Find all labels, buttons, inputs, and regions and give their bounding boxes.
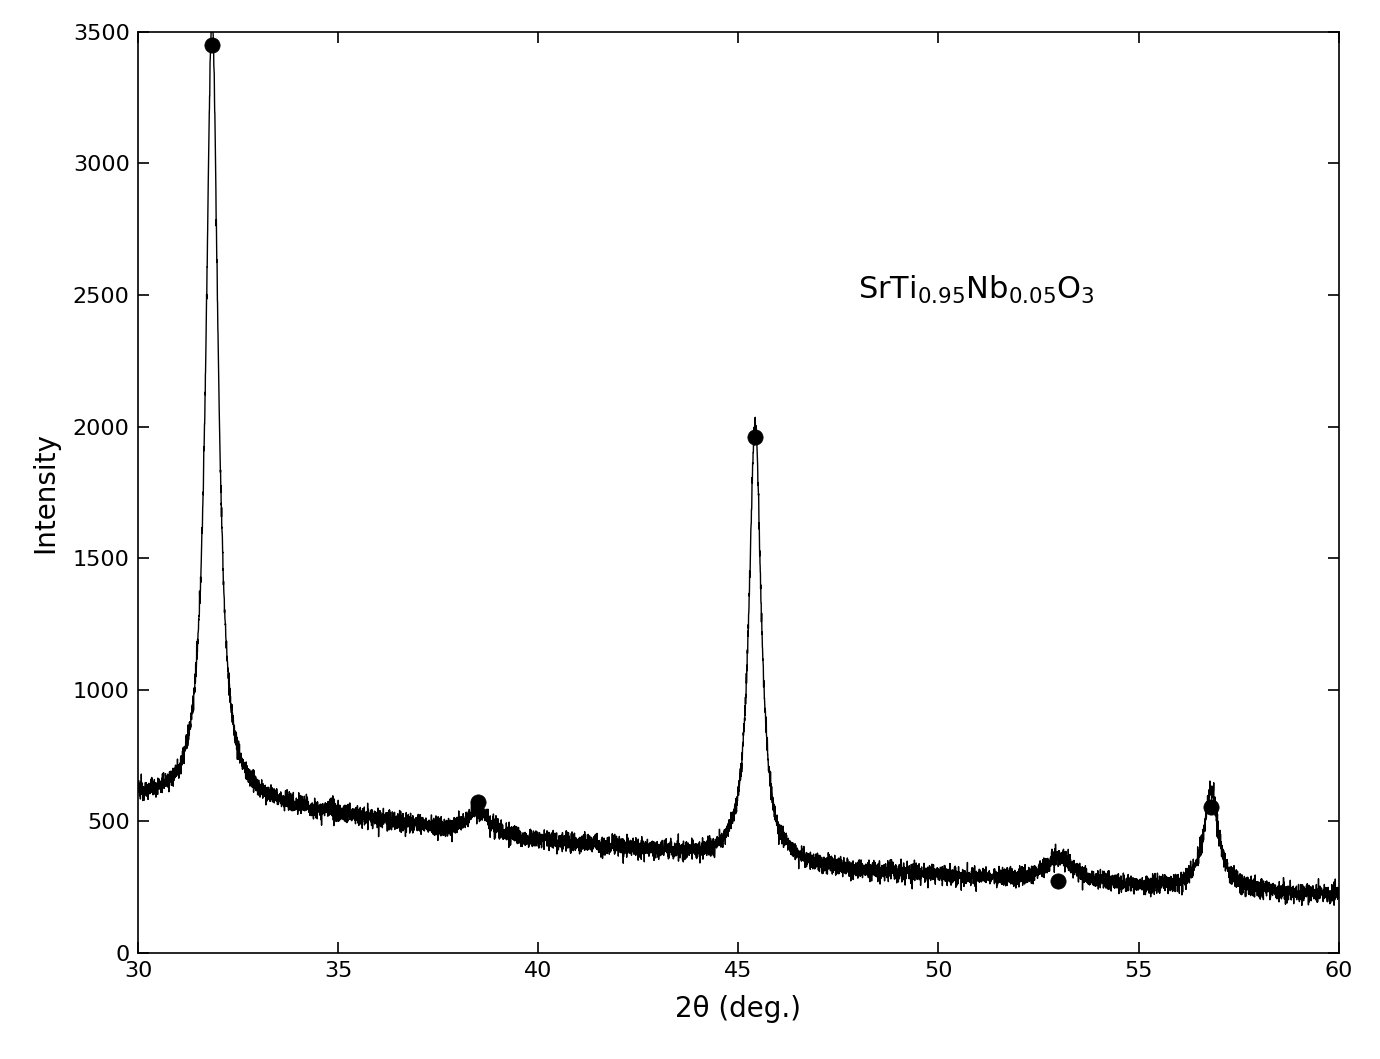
Text: SrTi$_{0.95}$Nb$_{0.05}$O$_3$: SrTi$_{0.95}$Nb$_{0.05}$O$_3$ bbox=[858, 273, 1096, 306]
Y-axis label: Intensity: Intensity bbox=[30, 432, 59, 553]
X-axis label: 2θ (deg.): 2θ (deg.) bbox=[675, 995, 802, 1023]
